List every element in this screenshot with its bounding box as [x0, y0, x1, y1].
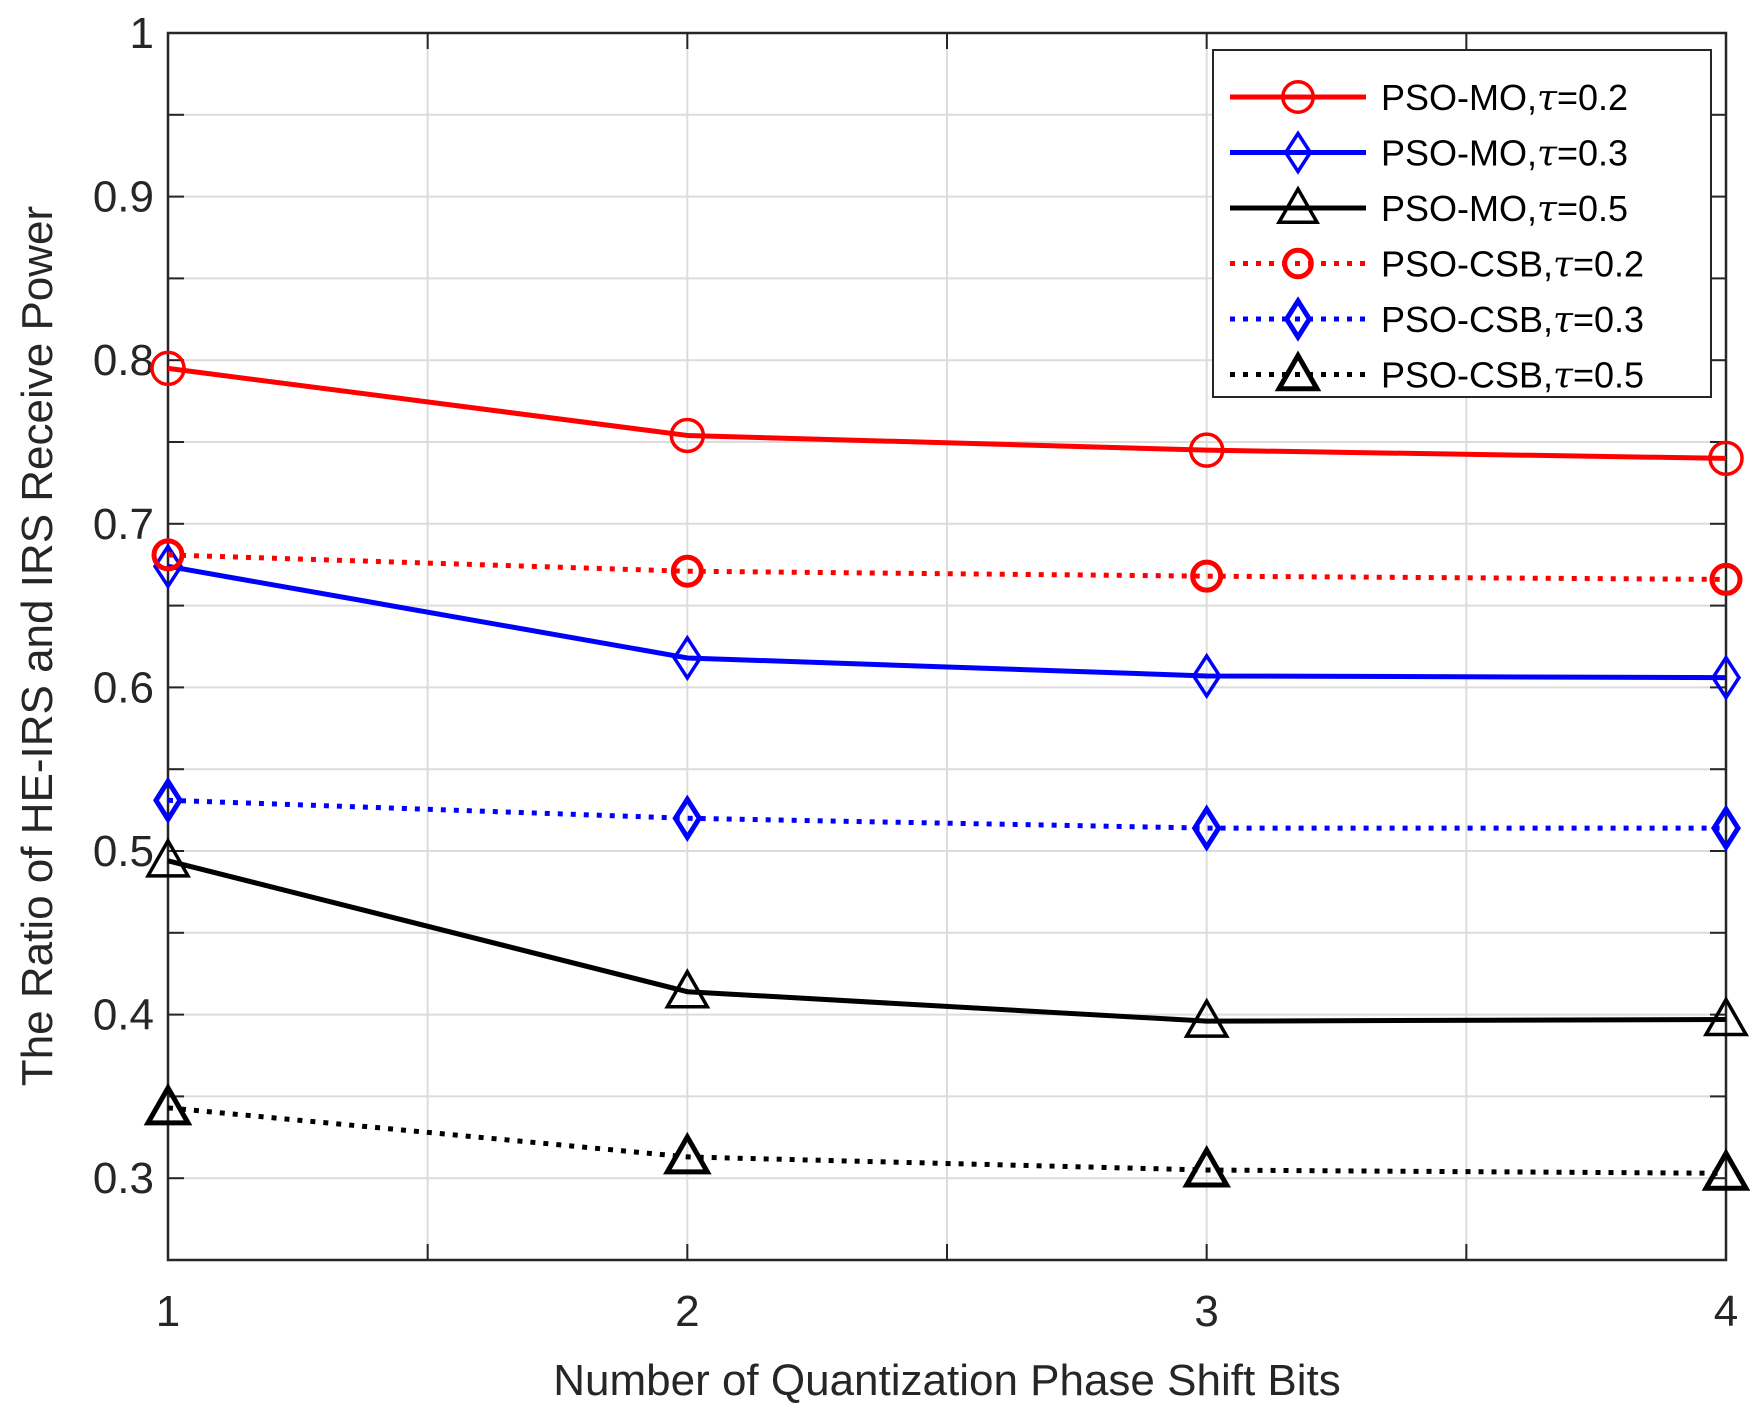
data-point-triangle: [143, 1082, 193, 1126]
data-point-circle: [1190, 559, 1224, 593]
y-tick-label: 0.8: [93, 336, 154, 385]
data-point-diamond: [1710, 654, 1742, 701]
legend: PSO-MO,τ=0.2 PSO-MO,τ=0.3 PSO-MO,τ=0.5 PSO-…: [1212, 49, 1712, 398]
axis-ticks: 1 2 3 4 0.3 0.4 0.5 0.6 0.7 0.8 0.9 1: [93, 9, 1738, 1336]
x-tick-label: 3: [1194, 1287, 1218, 1336]
legend-marker: [1283, 296, 1313, 342]
series-4: [151, 538, 1743, 596]
data-point-triangle: [144, 837, 192, 878]
data-point-triangle: [664, 968, 711, 1009]
legend-marker: [1282, 247, 1314, 280]
legend-label: PSO-CSB,τ=0.5: [1381, 355, 1644, 397]
data-point-diamond: [152, 543, 184, 590]
y-tick-label: 0.6: [93, 663, 154, 712]
y-tick-label: 0.7: [93, 500, 154, 549]
legend-label: PSO-CSB,τ=0.3: [1381, 299, 1644, 341]
series-line: [167, 1105, 1727, 1176]
data-point-diamond: [672, 634, 703, 682]
series-6: [143, 1082, 1751, 1191]
data-point-circle: [1708, 440, 1744, 477]
data-point-circle: [150, 350, 186, 387]
y-tick-label: 0.4: [93, 991, 154, 1040]
data-point-triangle: [1183, 997, 1230, 1038]
legend-label: PSO-MO,τ=0.2: [1381, 77, 1628, 119]
legend-marker: [1281, 80, 1315, 114]
data-point-triangle: [663, 1131, 712, 1175]
series-layer: [143, 350, 1751, 1191]
data-point-circle: [1709, 562, 1743, 596]
data-point-triangle: [1182, 1144, 1231, 1188]
data-point-circle: [670, 554, 704, 588]
data-point-diamond: [153, 776, 183, 824]
data-point-triangle: [1702, 995, 1750, 1037]
legend-marker: [1275, 185, 1321, 224]
x-axis-title: Number of Quantization Phase Shift Bits: [553, 1356, 1341, 1405]
legend-marker: [1274, 350, 1322, 392]
legend-label: PSO-MO,τ=0.5: [1381, 188, 1628, 230]
data-point-diamond: [672, 794, 703, 842]
x-tick-label: 4: [1714, 1287, 1738, 1336]
y-axis-title: The Ratio of HE-IRS and IRS Receive Powe…: [13, 206, 62, 1086]
y-tick-label: 0.3: [93, 1154, 154, 1203]
x-tick-label: 2: [675, 1287, 699, 1336]
data-point-diamond: [1191, 652, 1222, 700]
y-tick-label: 1: [130, 9, 154, 58]
series-3: [144, 837, 1750, 1038]
data-point-diamond: [1711, 804, 1741, 852]
series-1: [150, 350, 1744, 477]
data-point-circle: [1188, 432, 1225, 468]
series-line: [167, 858, 1727, 1024]
legend-marker: [1283, 130, 1313, 175]
y-tick-label: 0.5: [93, 827, 154, 876]
series-line: [167, 365, 1727, 461]
x-tick-label: 1: [156, 1287, 180, 1336]
legend-label: PSO-CSB,τ=0.2: [1381, 244, 1644, 286]
data-point-circle: [151, 538, 185, 572]
data-point-circle: [669, 417, 706, 454]
data-point-diamond: [1191, 804, 1222, 852]
series-2: [152, 543, 1742, 701]
legend-label: PSO-MO,τ=0.3: [1381, 133, 1628, 175]
series-5: [153, 776, 1741, 852]
data-point-triangle: [1701, 1148, 1751, 1191]
y-tick-label: 0.9: [93, 173, 154, 222]
series-line: [167, 563, 1727, 681]
